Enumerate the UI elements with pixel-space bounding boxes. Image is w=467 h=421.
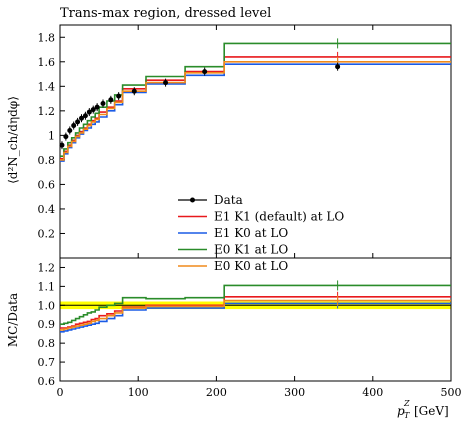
top-y-tick-label: 0.2 xyxy=(38,227,56,240)
bottom-y-tick-label: 0.9 xyxy=(38,318,56,331)
bottom-x-tick-label: 300 xyxy=(284,386,305,399)
bottom-x-axis: 0 100 200 300 400 500 xyxy=(57,376,462,399)
data-point xyxy=(86,109,92,115)
chart-title: Trans-max region, dressed level xyxy=(60,6,271,21)
series-3-ratio-line xyxy=(60,284,451,325)
bottom-panel-frame xyxy=(59,257,452,382)
series-1-line xyxy=(60,56,451,160)
data-point xyxy=(202,69,208,75)
top-y-tick-label: 1.6 xyxy=(38,56,56,69)
x-axis-label-sup: Z xyxy=(403,399,410,408)
series-4-ratio-line xyxy=(60,299,451,331)
legend-data-marker xyxy=(190,197,195,203)
data-points-layer xyxy=(59,62,341,150)
top-panel: 0.2 0.4 0.6 0.8 1 1.2 1.4 1.6 1.8 xyxy=(38,24,452,259)
data-point xyxy=(59,142,65,148)
bottom-y-tick-label: 1.0 xyxy=(38,299,56,312)
series-4-line xyxy=(60,61,451,161)
legend-data-label: Data xyxy=(214,193,243,207)
bottom-x-tick-label: 100 xyxy=(128,386,149,399)
x-axis-label: p T Z [GeV] xyxy=(397,399,449,420)
bottom-x-tick-label: 500 xyxy=(441,386,462,399)
bottom-x-tick-label: 0 xyxy=(57,386,64,399)
top-y-axis: 0.2 0.4 0.6 0.8 1 1.2 1.4 1.6 1.8 xyxy=(38,31,65,240)
top-y-tick-label: 0.4 xyxy=(38,203,56,216)
x-axis-label-unit: [GeV] xyxy=(414,404,449,418)
legend: Data E1 K1 (default) at LO E1 K0 at LO E0 K… xyxy=(178,193,344,273)
legend-series-1-label: E1 K1 (default) at LO xyxy=(214,210,344,224)
data-point xyxy=(116,93,122,99)
series-1-ratio-line xyxy=(60,296,451,329)
series-3-line xyxy=(60,42,451,157)
data-point xyxy=(75,119,81,125)
data-point xyxy=(335,64,341,70)
top-y-axis-label: ⟨d²N_ch/dηdφ⟩ xyxy=(6,96,20,184)
bottom-y-tick-label: 0.8 xyxy=(38,337,56,350)
legend-series-3-label: E0 K1 at LO xyxy=(214,243,288,257)
bottom-y-tick-label: 1.1 xyxy=(38,280,56,293)
legend-series-4-label: E0 K0 at LO xyxy=(214,259,288,273)
top-x-ticks xyxy=(59,25,452,258)
data-point xyxy=(163,80,169,86)
data-point xyxy=(71,123,77,129)
top-y-tick-label: 1.4 xyxy=(38,80,56,93)
legend-series-2-label: E1 K0 at LO xyxy=(214,226,288,240)
top-y-tick-label: 0.8 xyxy=(38,154,56,167)
bottom-x-tick-label: 400 xyxy=(362,386,383,399)
data-point xyxy=(82,113,88,119)
data-point xyxy=(90,107,96,113)
data-point xyxy=(131,88,137,94)
data-point xyxy=(63,134,69,140)
data-point xyxy=(67,127,73,133)
bottom-panel: 0.6 0.7 0.8 0.9 1.0 1.1 1.2 0 100 200 300 400 500 xyxy=(38,257,462,399)
bottom-y-tick-label: 1.2 xyxy=(38,261,56,274)
data-point xyxy=(108,97,114,103)
top-y-tick-label: 0.6 xyxy=(38,178,56,191)
series-2-ratio-line xyxy=(60,302,451,333)
data-point xyxy=(94,104,100,110)
bottom-x-tick-label: 200 xyxy=(206,386,227,399)
top-series-layer xyxy=(60,38,451,162)
x-axis-label-sub: T xyxy=(404,411,410,420)
top-y-tick-label: 1.2 xyxy=(38,105,56,118)
series-2-line xyxy=(60,63,451,162)
data-point xyxy=(79,115,85,121)
ratio-series-layer xyxy=(60,280,451,333)
x-axis-label-main: p xyxy=(397,404,405,418)
bottom-y-tick-label: 0.6 xyxy=(38,375,56,388)
top-y-tick-label: 1.8 xyxy=(38,31,56,44)
top-y-tick-label: 1 xyxy=(48,129,55,142)
bottom-y-tick-label: 0.7 xyxy=(38,356,56,369)
bottom-y-axis-label: MC/Data xyxy=(6,293,20,347)
data-point xyxy=(100,100,106,106)
